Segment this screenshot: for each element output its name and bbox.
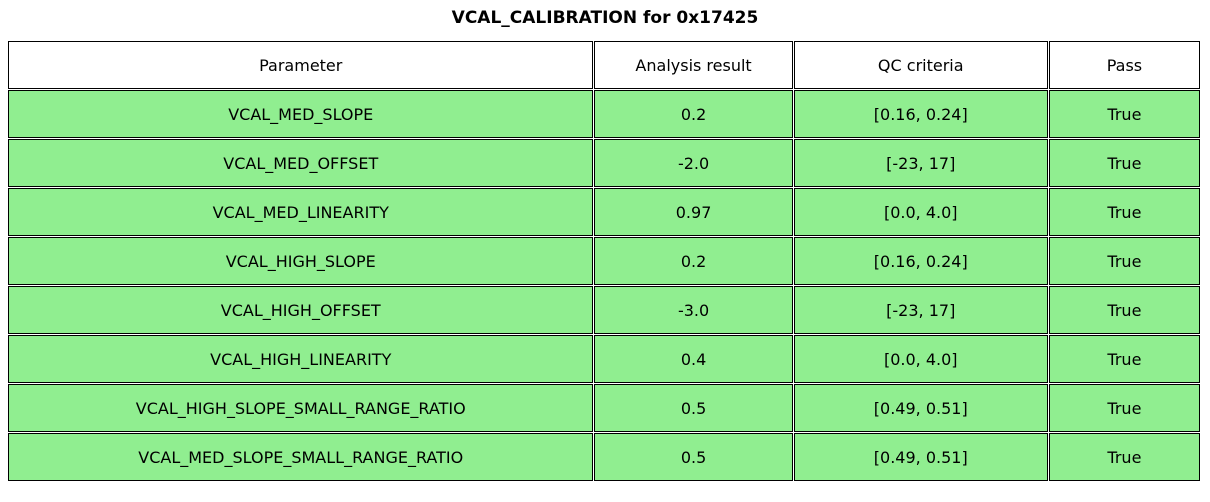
cell-parameter: VCAL_MED_LINEARITY: [8, 188, 594, 236]
cell-qc-criteria: [0.0, 4.0]: [793, 335, 1048, 383]
cell-qc-criteria: [0.0, 4.0]: [793, 188, 1048, 236]
cell-qc-criteria: [0.16, 0.24]: [793, 90, 1048, 138]
cell-analysis-result: 0.2: [594, 90, 793, 138]
cell-pass: True: [1048, 139, 1200, 187]
table-row: VCAL_MED_OFFSET -2.0 [-23, 17] True: [8, 139, 1200, 187]
cell-pass: True: [1048, 335, 1200, 383]
qc-table: Parameter Analysis result QC criteria Pa…: [7, 40, 1201, 482]
cell-pass: True: [1048, 90, 1200, 138]
cell-parameter: VCAL_HIGH_SLOPE_SMALL_RANGE_RATIO: [8, 384, 594, 432]
cell-analysis-result: 0.5: [594, 433, 793, 481]
table-row: VCAL_HIGH_LINEARITY 0.4 [0.0, 4.0] True: [8, 335, 1200, 383]
col-header-pass: Pass: [1048, 41, 1200, 89]
cell-parameter: VCAL_HIGH_LINEARITY: [8, 335, 594, 383]
figure-title: VCAL_CALIBRATION for 0x17425: [451, 8, 759, 28]
cell-qc-criteria: [0.49, 0.51]: [793, 384, 1048, 432]
cell-qc-criteria: [0.49, 0.51]: [793, 433, 1048, 481]
table-row: VCAL_MED_SLOPE 0.2 [0.16, 0.24] True: [8, 90, 1200, 138]
cell-analysis-result: 0.97: [594, 188, 793, 236]
cell-parameter: VCAL_MED_SLOPE_SMALL_RANGE_RATIO: [8, 433, 594, 481]
cell-analysis-result: 0.2: [594, 237, 793, 285]
table-body: VCAL_MED_SLOPE 0.2 [0.16, 0.24] True VCAL_ME…: [8, 90, 1200, 481]
cell-qc-criteria: [-23, 17]: [793, 286, 1048, 334]
table-row: VCAL_HIGH_OFFSET -3.0 [-23, 17] True: [8, 286, 1200, 334]
table-row: VCAL_HIGH_SLOPE_SMALL_RANGE_RATIO 0.5 [0.4…: [8, 384, 1200, 432]
cell-parameter: VCAL_HIGH_SLOPE: [8, 237, 594, 285]
cell-qc-criteria: [-23, 17]: [793, 139, 1048, 187]
cell-qc-criteria: [0.16, 0.24]: [793, 237, 1048, 285]
cell-parameter: VCAL_MED_OFFSET: [8, 139, 594, 187]
cell-pass: True: [1048, 433, 1200, 481]
cell-analysis-result: 0.4: [594, 335, 793, 383]
cell-parameter: VCAL_HIGH_OFFSET: [8, 286, 594, 334]
cell-pass: True: [1048, 237, 1200, 285]
col-header-analysis-result: Analysis result: [594, 41, 793, 89]
cell-analysis-result: -3.0: [594, 286, 793, 334]
col-header-qc-criteria: QC criteria: [793, 41, 1048, 89]
cell-pass: True: [1048, 188, 1200, 236]
table-row: VCAL_MED_LINEARITY 0.97 [0.0, 4.0] True: [8, 188, 1200, 236]
cell-parameter: VCAL_MED_SLOPE: [8, 90, 594, 138]
header-row: Parameter Analysis result QC criteria Pa…: [8, 41, 1200, 89]
cell-pass: True: [1048, 384, 1200, 432]
cell-analysis-result: -2.0: [594, 139, 793, 187]
table-row: VCAL_HIGH_SLOPE 0.2 [0.16, 0.24] True: [8, 237, 1200, 285]
cell-analysis-result: 0.5: [594, 384, 793, 432]
table-row: VCAL_MED_SLOPE_SMALL_RANGE_RATIO 0.5 [0.49…: [8, 433, 1200, 481]
col-header-parameter: Parameter: [8, 41, 594, 89]
cell-pass: True: [1048, 286, 1200, 334]
